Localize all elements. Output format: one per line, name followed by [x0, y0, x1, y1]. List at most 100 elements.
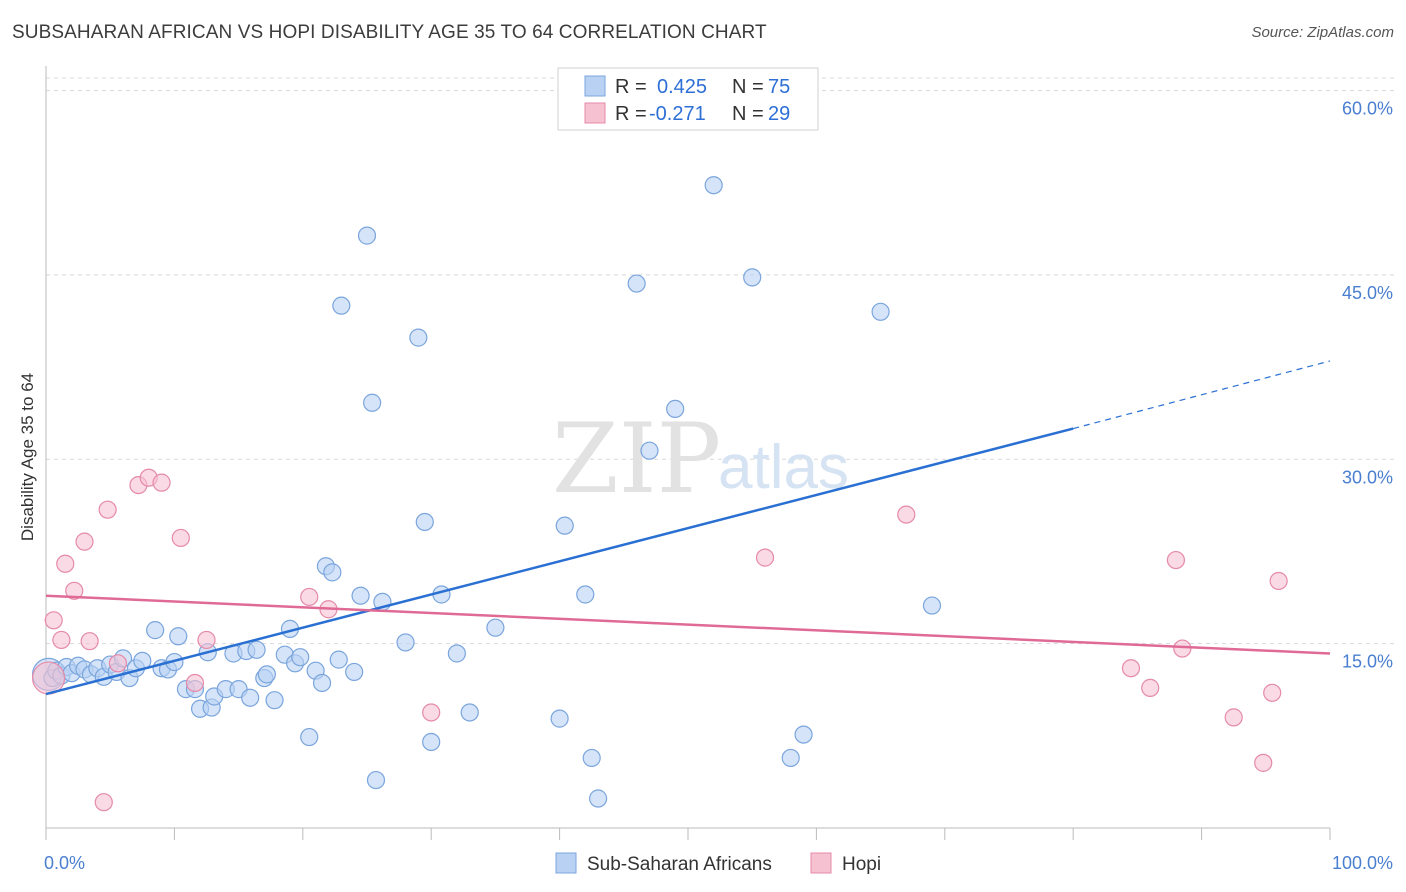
legend-n-value-blue: 75: [768, 76, 790, 98]
point-hopi: [44, 611, 63, 630]
legend-r-value-pink: -0.271: [649, 103, 706, 125]
source-label: Source: ZipAtlas.com: [1251, 24, 1394, 41]
point-sub-saharan: [241, 688, 260, 707]
chart-title: SUBSAHARAN AFRICAN VS HOPI DISABILITY AG…: [12, 22, 767, 43]
bottom-legend-swatch-blue: [555, 852, 577, 874]
point-sub-saharan: [351, 586, 370, 605]
point-sub-saharan: [257, 665, 276, 684]
point-hopi: [56, 554, 75, 573]
point-sub-saharan: [366, 770, 386, 790]
watermark: ZIP atlas: [552, 403, 849, 515]
grid-lines: [46, 77, 1395, 645]
trend-line-sub-saharan-extension: [1073, 360, 1331, 430]
point-hopi: [75, 532, 94, 551]
point-sub-saharan: [640, 441, 659, 460]
y-axis-title: Disability Age 35 to 64: [18, 373, 37, 541]
point-sub-saharan: [743, 268, 762, 287]
point-sub-saharan: [247, 640, 266, 659]
point-sub-saharan: [169, 627, 188, 646]
legend-n-value-pink: 29: [768, 103, 790, 125]
watermark-zip: ZIP: [552, 403, 721, 515]
y-tick-label: 30.0%: [1342, 467, 1393, 487]
point-sub-saharan: [409, 328, 428, 347]
legend-swatch-blue: [584, 75, 606, 97]
point-hopi: [171, 528, 190, 548]
data-points: [31, 176, 1288, 812]
legend-n-label: N =: [732, 103, 764, 125]
point-sub-saharan: [447, 644, 466, 663]
point-hopi: [1263, 683, 1282, 702]
point-sub-saharan: [781, 748, 800, 768]
legend-box: R = 0.425 N = 75 R = -0.271 N = 29: [557, 67, 819, 131]
point-hopi: [755, 548, 775, 567]
point-sub-saharan: [550, 709, 569, 728]
legend-n-label: N =: [732, 76, 764, 98]
y-tick-label: 45.0%: [1342, 283, 1393, 303]
point-sub-saharan: [396, 633, 415, 652]
point-sub-saharan: [332, 296, 351, 315]
legend-r-label: R =: [615, 76, 647, 98]
point-hopi: [1269, 571, 1288, 591]
legend-r-label: R =: [615, 103, 647, 125]
bottom-legend-label-blue: Sub-Saharan Africans: [587, 854, 772, 875]
point-hopi: [1141, 678, 1160, 697]
x-tick-label: 0.0%: [44, 853, 85, 873]
x-tick-label: 100.0%: [1332, 853, 1393, 873]
point-sub-saharan: [300, 727, 319, 747]
point-hopi: [1121, 659, 1141, 678]
point-sub-saharan: [146, 621, 165, 640]
point-hopi: [80, 632, 99, 651]
y-tick-labels: 15.0% 30.0% 45.0% 60.0%: [1342, 99, 1393, 672]
point-sub-saharan: [265, 691, 284, 710]
point-sub-saharan: [415, 512, 434, 532]
point-hopi: [1254, 753, 1273, 772]
point-hopi: [185, 673, 205, 693]
point-sub-saharan: [460, 703, 479, 722]
legend-r-value-blue: 0.425: [657, 76, 707, 98]
point-sub-saharan: [582, 748, 601, 768]
point-sub-saharan: [666, 399, 685, 418]
point-sub-saharan: [312, 673, 332, 693]
point-sub-saharan: [345, 662, 364, 682]
trend-line-sub-saharan: [45, 427, 1074, 696]
point-hopi: [98, 500, 117, 519]
point-hopi: [108, 654, 128, 673]
trend-lines: [45, 360, 1331, 696]
x-tick-labels: 0.0% 100.0%: [44, 853, 1393, 873]
point-sub-saharan: [291, 648, 310, 667]
point-sub-saharan: [357, 226, 377, 245]
legend-swatch-pink: [584, 102, 606, 124]
point-hopi: [422, 703, 441, 722]
point-sub-saharan: [922, 596, 942, 615]
point-sub-saharan: [589, 789, 608, 808]
point-hopi: [94, 793, 113, 812]
bottom-legend-label-pink: Hopi: [842, 854, 881, 875]
point-hopi: [1173, 639, 1192, 658]
trend-line-hopi: [45, 594, 1331, 655]
point-sub-saharan: [422, 732, 441, 752]
point-sub-saharan: [576, 585, 595, 604]
point-hopi: [197, 630, 216, 650]
point-sub-saharan: [329, 650, 348, 669]
point-hopi: [152, 473, 171, 492]
point-hopi: [1166, 550, 1186, 570]
bottom-legend: Sub-Saharan Africans Hopi: [555, 852, 881, 875]
point-sub-saharan: [555, 516, 574, 535]
y-tick-label: 60.0%: [1342, 99, 1393, 119]
point-sub-saharan: [871, 302, 890, 321]
point-hopi: [52, 630, 71, 650]
point-hopi: [300, 587, 319, 607]
point-sub-saharan: [704, 176, 723, 195]
point-sub-saharan: [794, 725, 813, 744]
bottom-legend-swatch-pink: [810, 852, 832, 874]
point-sub-saharan: [627, 274, 646, 293]
point-hopi: [1224, 708, 1243, 727]
y-tick-label: 15.0%: [1342, 652, 1393, 672]
watermark-atlas: atlas: [718, 433, 849, 502]
axes: [45, 66, 1331, 840]
point-sub-saharan: [486, 618, 505, 637]
point-sub-saharan: [363, 393, 382, 412]
point-sub-saharan: [323, 563, 342, 582]
point-hopi: [65, 581, 84, 600]
